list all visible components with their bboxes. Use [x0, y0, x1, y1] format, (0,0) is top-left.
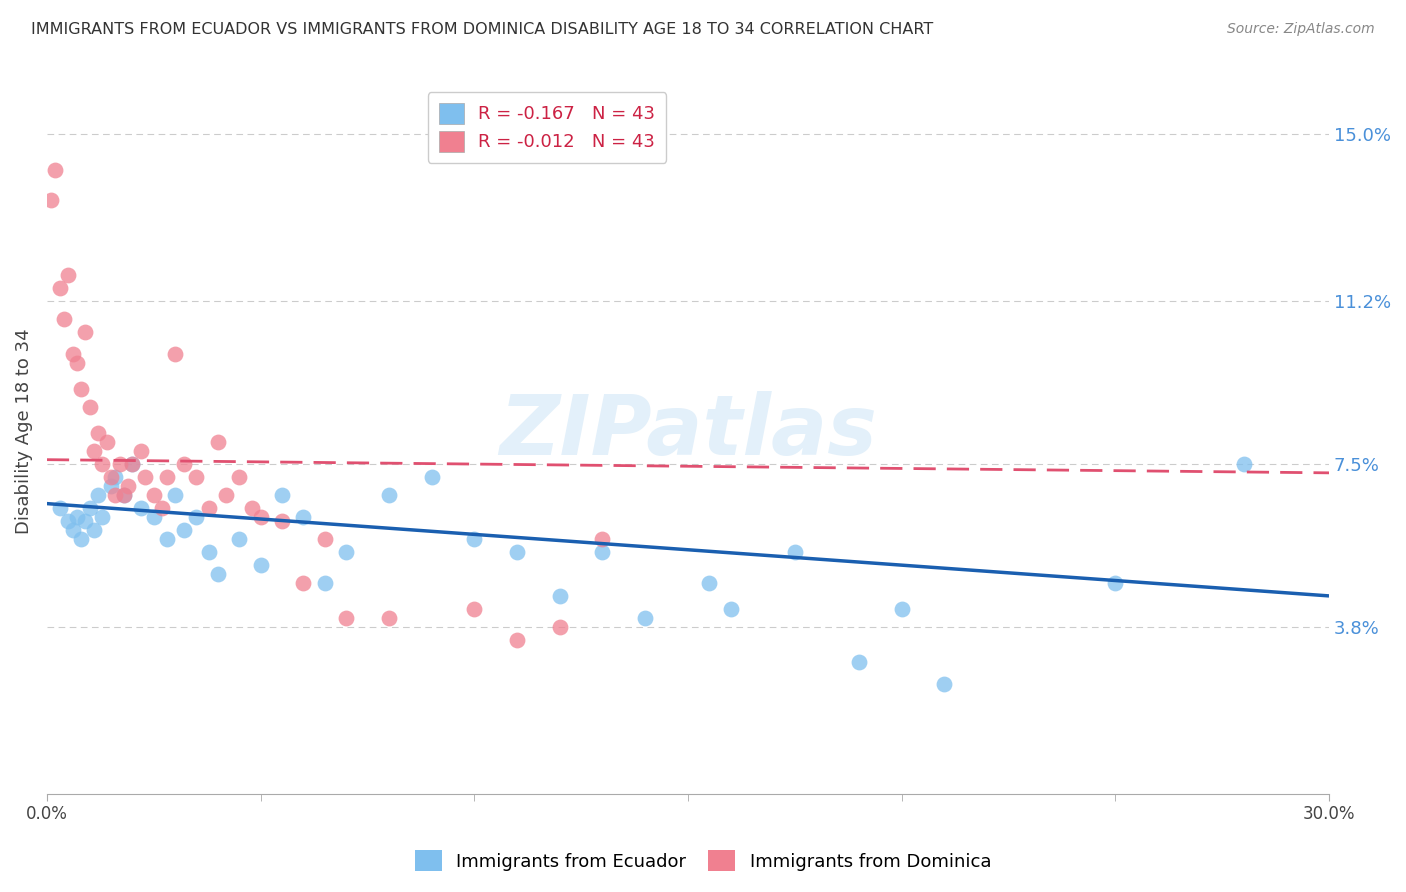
Point	[186, 509, 208, 524]
Point	[48, 281, 70, 295]
Point	[91, 509, 114, 524]
Point	[100, 470, 122, 484]
Point	[207, 435, 229, 450]
Point	[1104, 575, 1126, 590]
Point	[548, 620, 571, 634]
Point	[150, 501, 173, 516]
Point	[121, 457, 143, 471]
Point	[53, 312, 76, 326]
Point	[890, 602, 912, 616]
Text: IMMIGRANTS FROM ECUADOR VS IMMIGRANTS FROM DOMINICA DISABILITY AGE 18 TO 34 CORR: IMMIGRANTS FROM ECUADOR VS IMMIGRANTS FR…	[31, 22, 934, 37]
Point	[104, 470, 127, 484]
Point	[720, 602, 742, 616]
Point	[378, 611, 401, 625]
Point	[592, 532, 614, 546]
Point	[240, 501, 263, 516]
Point	[506, 545, 529, 559]
Point	[155, 532, 177, 546]
Point	[506, 632, 529, 647]
Point	[249, 509, 271, 524]
Point	[697, 575, 720, 590]
Point	[463, 602, 485, 616]
Point	[83, 523, 105, 537]
Point	[121, 457, 143, 471]
Text: Source: ZipAtlas.com: Source: ZipAtlas.com	[1227, 22, 1375, 37]
Point	[87, 488, 110, 502]
Point	[79, 501, 101, 516]
Point	[66, 509, 89, 524]
Point	[592, 545, 614, 559]
Point	[87, 426, 110, 441]
Point	[378, 488, 401, 502]
Point	[39, 194, 62, 208]
Point	[142, 509, 165, 524]
Point	[186, 470, 208, 484]
Point	[634, 611, 657, 625]
Point	[129, 443, 152, 458]
Point	[58, 514, 80, 528]
Point	[292, 509, 315, 524]
Point	[117, 479, 139, 493]
Point	[79, 400, 101, 414]
Point	[62, 347, 84, 361]
Point	[249, 558, 271, 573]
Point	[271, 488, 294, 502]
Point	[75, 325, 97, 339]
Point	[108, 457, 131, 471]
Point	[198, 501, 221, 516]
Point	[112, 488, 135, 502]
Point	[66, 356, 89, 370]
Point	[58, 268, 80, 282]
Point	[91, 457, 114, 471]
Point	[75, 514, 97, 528]
Point	[112, 488, 135, 502]
Point	[934, 677, 956, 691]
Legend: Immigrants from Ecuador, Immigrants from Dominica: Immigrants from Ecuador, Immigrants from…	[408, 843, 998, 879]
Point	[292, 575, 315, 590]
Point	[173, 523, 195, 537]
Point	[142, 488, 165, 502]
Point	[48, 501, 70, 516]
Point	[271, 514, 294, 528]
Y-axis label: Disability Age 18 to 34: Disability Age 18 to 34	[15, 328, 32, 534]
Point	[228, 470, 250, 484]
Text: ZIPatlas: ZIPatlas	[499, 391, 877, 472]
Point	[1232, 457, 1254, 471]
Point	[463, 532, 485, 546]
Point	[165, 488, 187, 502]
Point	[848, 655, 870, 669]
Point	[62, 523, 84, 537]
Point	[335, 611, 357, 625]
Point	[314, 532, 336, 546]
Legend: R = -0.167   N = 43, R = -0.012   N = 43: R = -0.167 N = 43, R = -0.012 N = 43	[427, 92, 666, 162]
Point	[83, 443, 105, 458]
Point	[100, 479, 122, 493]
Point	[173, 457, 195, 471]
Point	[96, 435, 118, 450]
Point	[207, 566, 229, 581]
Point	[548, 589, 571, 603]
Point	[155, 470, 177, 484]
Point	[420, 470, 443, 484]
Point	[70, 382, 93, 396]
Point	[70, 532, 93, 546]
Point	[165, 347, 187, 361]
Point	[134, 470, 156, 484]
Point	[44, 162, 66, 177]
Point	[129, 501, 152, 516]
Point	[783, 545, 806, 559]
Point	[104, 488, 127, 502]
Point	[228, 532, 250, 546]
Point	[314, 575, 336, 590]
Point	[198, 545, 221, 559]
Point	[215, 488, 238, 502]
Point	[335, 545, 357, 559]
